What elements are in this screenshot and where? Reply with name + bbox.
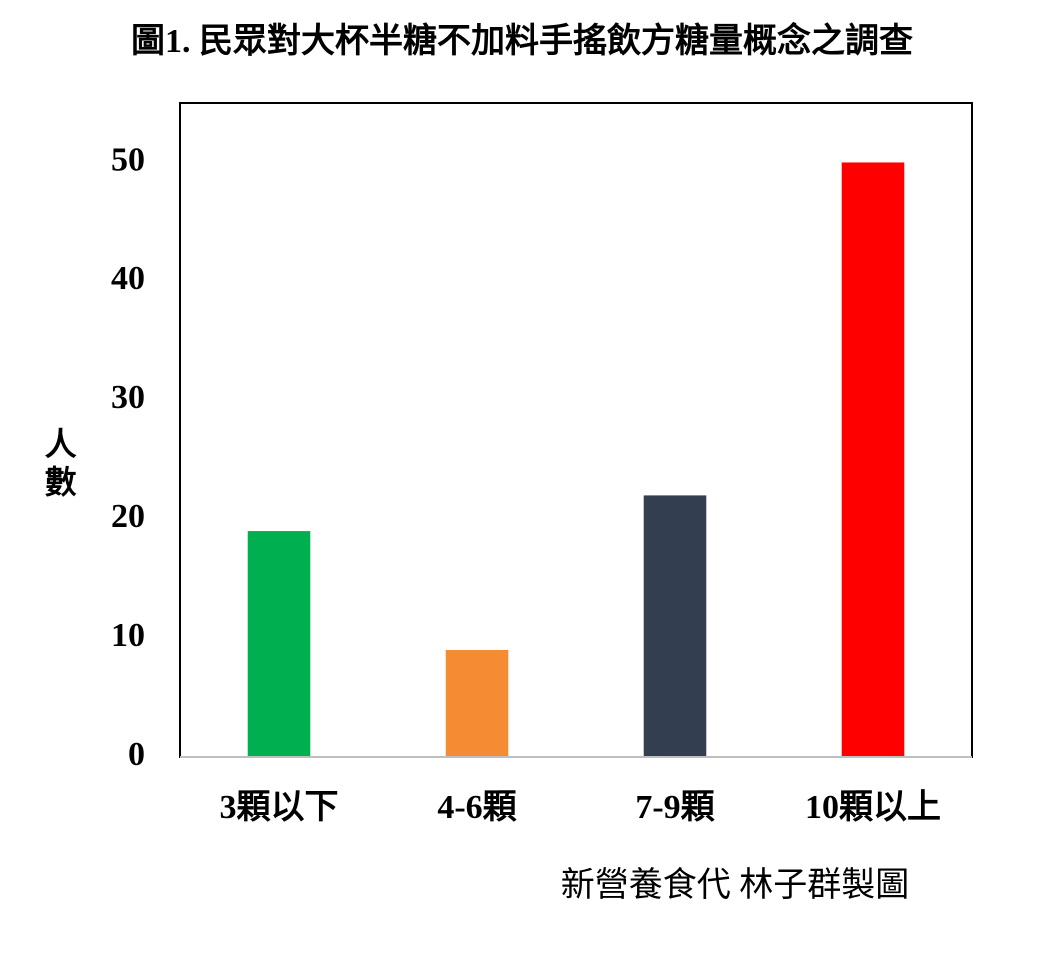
bar: [643, 495, 707, 757]
x-tick-label: 10顆以上: [805, 788, 941, 826]
x-tick-label: 7-9顆: [635, 789, 714, 826]
y-tick-label: 50: [111, 141, 145, 178]
y-tick-label: 10: [111, 617, 145, 654]
y-tick-label: 0: [128, 736, 145, 773]
y-tick-label: 40: [111, 260, 145, 297]
chart-title: 圖1. 民眾對大杯半糖不加料手搖飲方糖量概念之調查: [131, 21, 913, 60]
x-tick-label: 4-6顆: [437, 789, 516, 826]
bar: [445, 649, 509, 757]
x-tick-label: 3顆以下: [220, 789, 339, 826]
credit: 新營養食代 林子群製圖: [561, 866, 910, 904]
y-tick-label: 20: [111, 498, 145, 535]
bar: [247, 531, 311, 757]
bar: [841, 162, 905, 758]
y-axis-label: 人數: [41, 427, 77, 503]
y-tick-label: 30: [111, 379, 145, 416]
